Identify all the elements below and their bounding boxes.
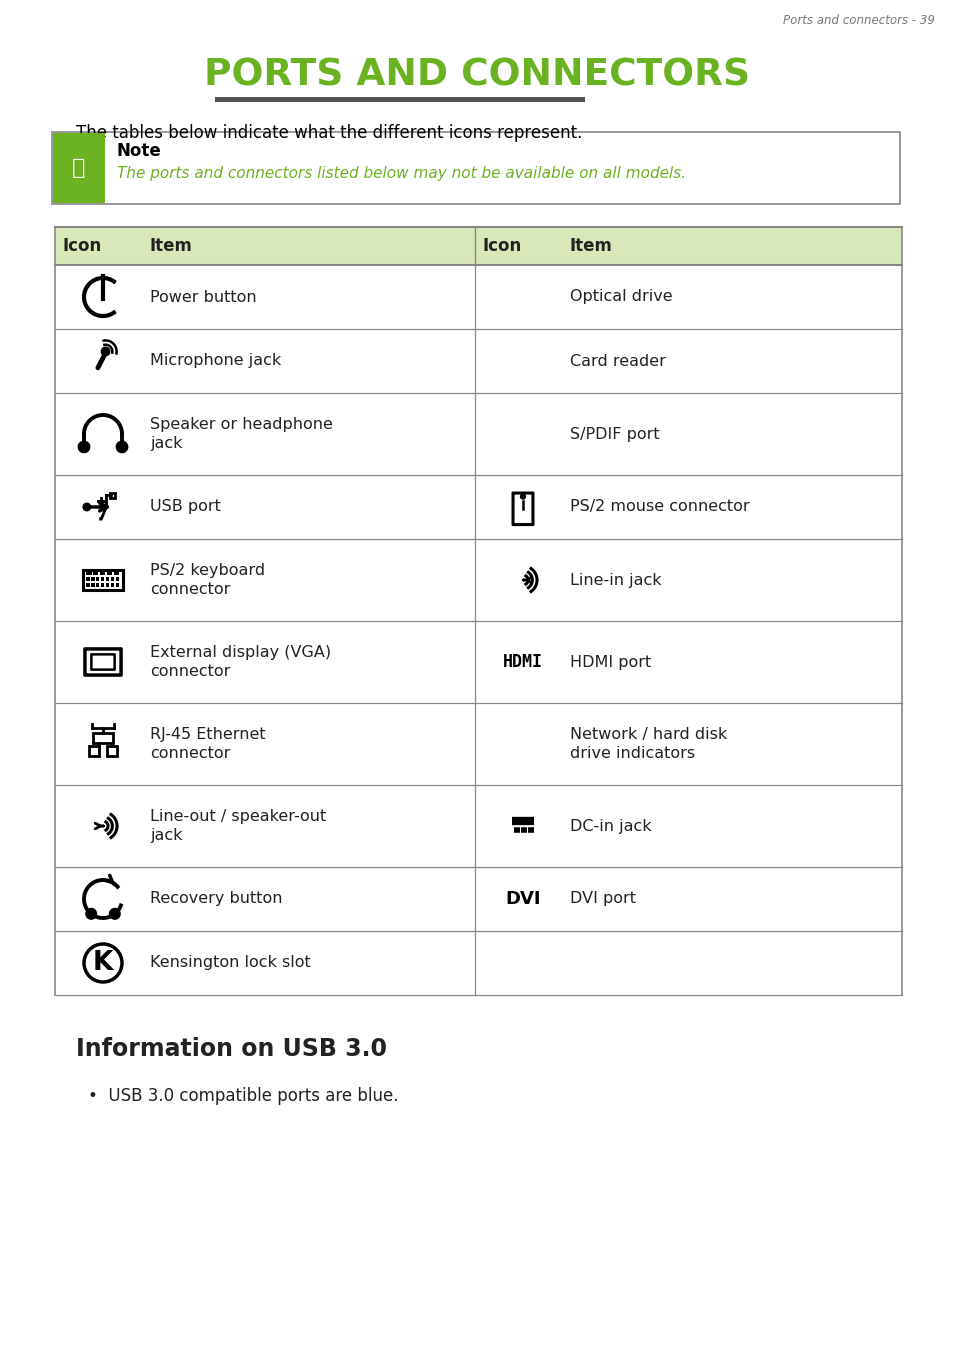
Text: PS/2 mouse connector: PS/2 mouse connector	[569, 499, 749, 515]
Circle shape	[83, 503, 91, 511]
Circle shape	[78, 441, 90, 453]
Bar	[53, 132, 105, 203]
Bar	[90, 746, 99, 756]
Text: Recovery button: Recovery button	[150, 891, 282, 906]
Bar	[96, 577, 99, 581]
Bar	[92, 733, 113, 744]
Text: Kensington lock slot: Kensington lock slot	[150, 956, 311, 971]
Text: The tables below indicate what the different icons represent.: The tables below indicate what the diffe…	[76, 124, 581, 142]
Bar	[115, 577, 119, 581]
Bar	[86, 583, 90, 587]
Bar	[111, 577, 114, 581]
Bar	[115, 583, 119, 587]
Text: Item: Item	[150, 237, 193, 256]
Bar	[214, 97, 584, 101]
Text: USB port: USB port	[150, 499, 221, 515]
Text: Microphone jack: Microphone jack	[150, 353, 281, 369]
Text: Icon: Icon	[482, 237, 521, 256]
Bar	[91, 577, 94, 581]
Text: K: K	[92, 950, 113, 976]
Bar	[101, 583, 104, 587]
Text: PORTS AND CONNECTORS: PORTS AND CONNECTORS	[204, 57, 749, 93]
Text: The ports and connectors listed below may not be available on all models.: The ports and connectors listed below ma…	[117, 166, 685, 181]
Text: •  USB 3.0 compatible ports are blue.: • USB 3.0 compatible ports are blue.	[88, 1087, 398, 1105]
Bar	[113, 572, 119, 576]
Text: HDMI: HDMI	[502, 653, 542, 671]
Bar	[83, 571, 123, 589]
Polygon shape	[99, 516, 103, 521]
Circle shape	[110, 909, 120, 919]
Text: Line-out / speaker-out
jack: Line-out / speaker-out jack	[150, 808, 326, 844]
Text: Item: Item	[569, 237, 612, 256]
Bar	[107, 572, 112, 576]
Text: Card reader: Card reader	[569, 353, 665, 369]
Bar	[86, 577, 90, 581]
Text: PS/2 keyboard
connector: PS/2 keyboard connector	[150, 562, 265, 598]
Text: DC-in jack: DC-in jack	[569, 818, 651, 833]
Bar	[106, 583, 110, 587]
Text: DVI port: DVI port	[569, 891, 636, 906]
Bar	[107, 746, 116, 756]
Text: Information on USB 3.0: Information on USB 3.0	[76, 1037, 387, 1061]
Text: External display (VGA)
connector: External display (VGA) connector	[150, 645, 331, 679]
Bar	[101, 577, 104, 581]
Bar	[91, 583, 94, 587]
Bar	[86, 572, 91, 576]
Text: DVI: DVI	[505, 890, 540, 909]
Bar	[55, 227, 901, 265]
Text: S/PDIF port: S/PDIF port	[569, 426, 659, 442]
Bar	[111, 583, 114, 587]
Text: Line-in jack: Line-in jack	[569, 572, 661, 588]
Text: Note: Note	[117, 142, 162, 160]
Text: HDMI port: HDMI port	[569, 654, 651, 669]
Bar	[111, 493, 114, 498]
Bar	[52, 132, 899, 204]
Text: Power button: Power button	[150, 289, 256, 304]
Text: Ports and connectors - 39: Ports and connectors - 39	[782, 14, 934, 27]
Bar	[96, 583, 99, 587]
Bar	[100, 572, 105, 576]
Text: 🖇: 🖇	[72, 158, 86, 178]
Bar	[93, 572, 98, 576]
Circle shape	[101, 347, 110, 356]
Bar	[106, 577, 110, 581]
Circle shape	[86, 909, 96, 919]
Text: Optical drive: Optical drive	[569, 289, 672, 304]
Text: Speaker or headphone
jack: Speaker or headphone jack	[150, 416, 333, 452]
Text: RJ-45 Ethernet
connector: RJ-45 Ethernet connector	[150, 727, 265, 761]
Text: Network / hard disk
drive indicators: Network / hard disk drive indicators	[569, 727, 726, 761]
Circle shape	[520, 493, 525, 499]
Text: Icon: Icon	[63, 237, 102, 256]
Circle shape	[116, 441, 128, 453]
